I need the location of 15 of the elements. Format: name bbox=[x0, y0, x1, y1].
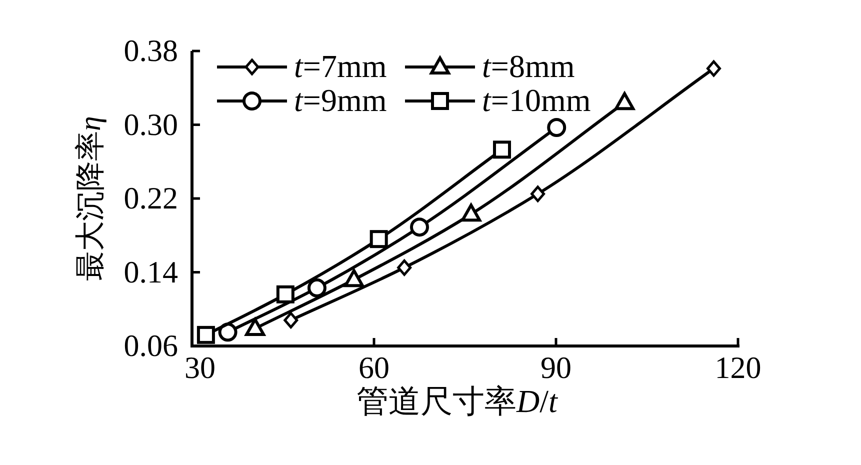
xtick-label: 120 bbox=[714, 350, 762, 385]
xtick-label: 30 bbox=[184, 350, 216, 385]
legend-label: t=9mm bbox=[294, 82, 387, 118]
legend-label: t=10mm bbox=[482, 82, 591, 118]
legend-label: t=7mm bbox=[294, 48, 387, 84]
xtick-label: 90 bbox=[540, 350, 572, 385]
ytick-label: 0.30 bbox=[124, 106, 178, 142]
ylabel: 最大沉降率η bbox=[74, 116, 107, 281]
ytick-label: 0.14 bbox=[124, 254, 178, 290]
ytick-label: 0.06 bbox=[124, 328, 178, 363]
ytick-label: 0.38 bbox=[124, 33, 178, 68]
xlabel: 管道尺寸率D/t bbox=[356, 383, 558, 419]
xtick-label: 60 bbox=[358, 350, 390, 385]
legend-label: t=8mm bbox=[482, 48, 575, 84]
ytick-label: 0.22 bbox=[124, 180, 178, 216]
